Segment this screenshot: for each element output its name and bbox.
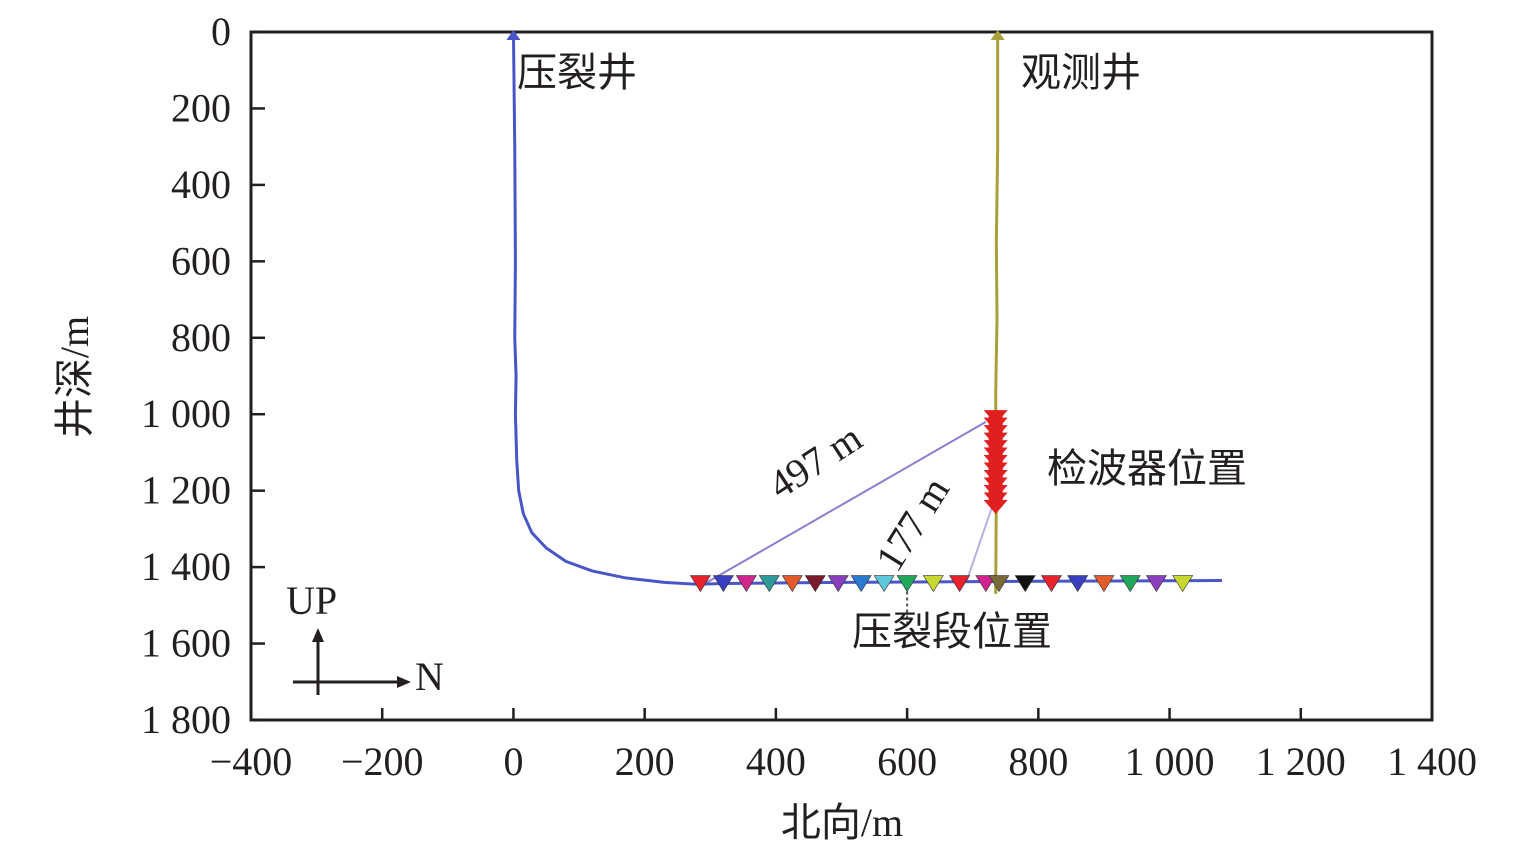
- series-layer: [506, 30, 1223, 594]
- frac-stage-marker: [804, 575, 826, 593]
- frac-stage-marker: [975, 575, 997, 593]
- x-axis-title: 北向/m: [781, 800, 903, 845]
- x-tick-label: 1 200: [1256, 739, 1346, 784]
- obs-well-label: 观测井: [1021, 50, 1141, 96]
- plot-border: [249, 30, 1434, 722]
- y-tick-label: 600: [171, 238, 231, 283]
- frac-stage-marker: [1119, 575, 1141, 593]
- compass: UP N: [286, 578, 444, 699]
- frac-stage-marker: [949, 575, 971, 593]
- frac-stage-marker: [758, 575, 780, 593]
- y-tick-label: 1 200: [141, 468, 231, 513]
- compass-up-arrowhead: [312, 628, 324, 642]
- wellhead-marker-1: [506, 30, 521, 40]
- compass-n-arrowhead: [397, 676, 411, 688]
- frac-stage-marker: [922, 575, 944, 593]
- series-line-1: [511, 31, 1223, 586]
- plot-area: [249, 30, 1434, 722]
- x-tick-label: 1 400: [1387, 739, 1477, 784]
- x-tick-label: 0: [503, 739, 523, 784]
- y-tick-label: 1 800: [141, 697, 231, 742]
- wellhead-marker-2: [990, 30, 1005, 40]
- x-tick-label: 400: [746, 739, 806, 784]
- compass-up-label: UP: [286, 578, 337, 623]
- x-tick-label: −200: [341, 739, 424, 784]
- compass-n-label: N: [415, 654, 444, 699]
- marker-layer: [689, 410, 1194, 624]
- y-tick-label: 1 400: [141, 544, 231, 589]
- y-tick-label: 400: [171, 162, 231, 207]
- y-tick-label: 1 600: [141, 621, 231, 666]
- frac-stage-marker: [1014, 575, 1036, 593]
- frac-stage-marker: [827, 575, 849, 593]
- frac-stage-marker: [850, 575, 872, 593]
- frac-stage-marker: [781, 575, 803, 593]
- frac-stage-marker: [1093, 575, 1115, 593]
- frac-stage-marker: [873, 575, 895, 593]
- x-tick-label: 800: [1008, 739, 1068, 784]
- frac-stage-position-label: 压裂段位置: [852, 609, 1052, 655]
- x-tick-label: −400: [210, 739, 293, 784]
- y-tick-label: 800: [171, 315, 231, 360]
- frac-stage-marker: [1145, 575, 1167, 593]
- frac-stage-marker: [1067, 575, 1089, 593]
- tick-layer: −400 −200 0 200 400 600 800 1 000 1 200 1 400 0 200…: [141, 9, 1477, 784]
- frac-well-label: 压裂井: [517, 50, 637, 96]
- distance-497-label: 497 m: [760, 415, 869, 508]
- distance-line-1: [706, 421, 987, 584]
- y-tick-label: 0: [211, 9, 231, 54]
- y-tick-label: 200: [171, 85, 231, 130]
- frac-stage-marker: [735, 575, 757, 593]
- y-axis-title: 井深/m: [52, 316, 97, 438]
- geophone-position-label: 检波器位置: [1047, 446, 1247, 492]
- frac-stage-marker: [689, 575, 711, 593]
- x-tick-label: 600: [877, 739, 937, 784]
- frac-stage-marker: [988, 575, 1010, 593]
- distance-177-label: 177 m: [866, 469, 958, 579]
- frac-stage-marker: [712, 575, 734, 593]
- frac-stage-marker: [896, 575, 918, 593]
- x-tick-label: 1 000: [1125, 739, 1215, 784]
- distance-line-2: [965, 505, 994, 583]
- geophone-column: [988, 416, 1003, 506]
- frac-stage-marker: [1040, 575, 1062, 593]
- y-tick-label: 1 000: [141, 391, 231, 436]
- x-tick-label: 200: [615, 739, 675, 784]
- frac-stage-marker: [1172, 575, 1194, 593]
